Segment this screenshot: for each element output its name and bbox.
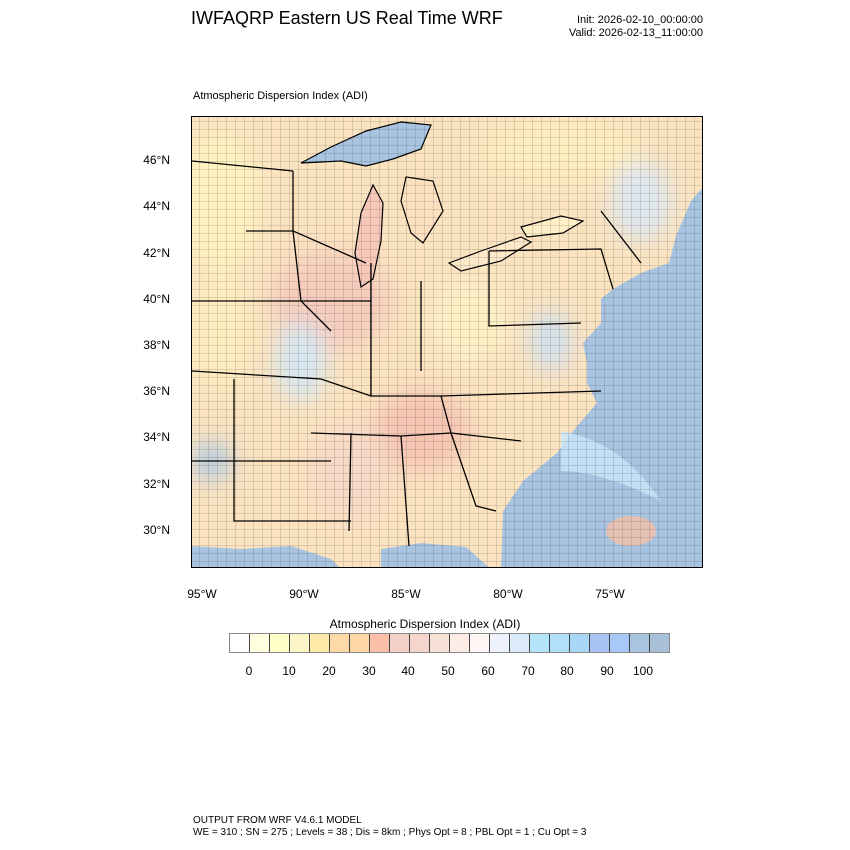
lon-label: 80°W [493,587,523,601]
time-info: Init: 2026-02-10_00:00:00 Valid: 2026-02… [569,14,703,40]
model-config: WE = 310 ; SN = 275 ; Levels = 38 ; Dis … [193,827,587,838]
lon-label: 95°W [187,587,217,601]
colorbar-swatch [530,634,550,652]
adi-map [191,116,703,568]
lat-label: 36°N [143,384,170,398]
colorbar-label: 80 [560,664,574,678]
map-title: Atmospheric Dispersion Index (ADI) [193,90,368,102]
colorbar-swatch [590,634,610,652]
colorbar-swatch [510,634,530,652]
colorbar-label: 20 [322,664,336,678]
lat-label: 30°N [143,523,170,537]
lat-label: 32°N [143,477,170,491]
colorbar-swatch [250,634,270,652]
lat-label: 44°N [143,199,170,213]
colorbar-swatch [370,634,390,652]
colorbar-label: 70 [521,664,535,678]
lat-label: 38°N [143,338,170,352]
colorbar-swatch [470,634,490,652]
colorbar-swatch [650,634,669,652]
lat-label: 40°N [143,292,170,306]
colorbar-label: 90 [600,664,614,678]
colorbar-title: Atmospheric Dispersion Index (ADI) [329,617,521,631]
colorbar-swatch [430,634,450,652]
plot-title: IWFAQRP Eastern US Real Time WRF [191,8,503,28]
colorbar-swatch [490,634,510,652]
colorbar-label: 60 [481,664,495,678]
lat-label: 46°N [143,153,170,167]
colorbar-label: 30 [362,664,376,678]
colorbar-swatch [550,634,570,652]
colorbar-swatch [630,634,650,652]
colorbar-swatch [610,634,630,652]
lon-label: 90°W [289,587,319,601]
colorbar-swatch [390,634,410,652]
valid-time: Valid: 2026-02-13_11:00:00 [568,27,703,39]
lat-label: 34°N [143,430,170,444]
colorbar-label: 10 [282,664,296,678]
colorbar-swatch [450,634,470,652]
model-info: OUTPUT FROM WRF V4.6.1 MODEL WE = 310 ; … [193,815,586,839]
colorbar-swatch [230,634,250,652]
colorbar-swatch [570,634,590,652]
lat-label: 42°N [143,246,170,260]
colorbar-label: 50 [441,664,455,678]
colorbar-label: 0 [245,664,253,678]
colorbar-label: 100 [632,664,654,678]
lon-label: 85°W [391,587,421,601]
colorbar-swatch [330,634,350,652]
colorbar-swatch [270,634,290,652]
colorbar-label: 40 [401,664,415,678]
colorbar-swatch [310,634,330,652]
colorbar-swatch [410,634,430,652]
lon-label: 75°W [595,587,625,601]
model-version: OUTPUT FROM WRF V4.6.1 MODEL [193,815,362,826]
init-time: Init: 2026-02-10_00:00:00 [577,14,703,26]
colorbar [229,633,670,653]
colorbar-swatch [290,634,310,652]
colorbar-swatch [350,634,370,652]
